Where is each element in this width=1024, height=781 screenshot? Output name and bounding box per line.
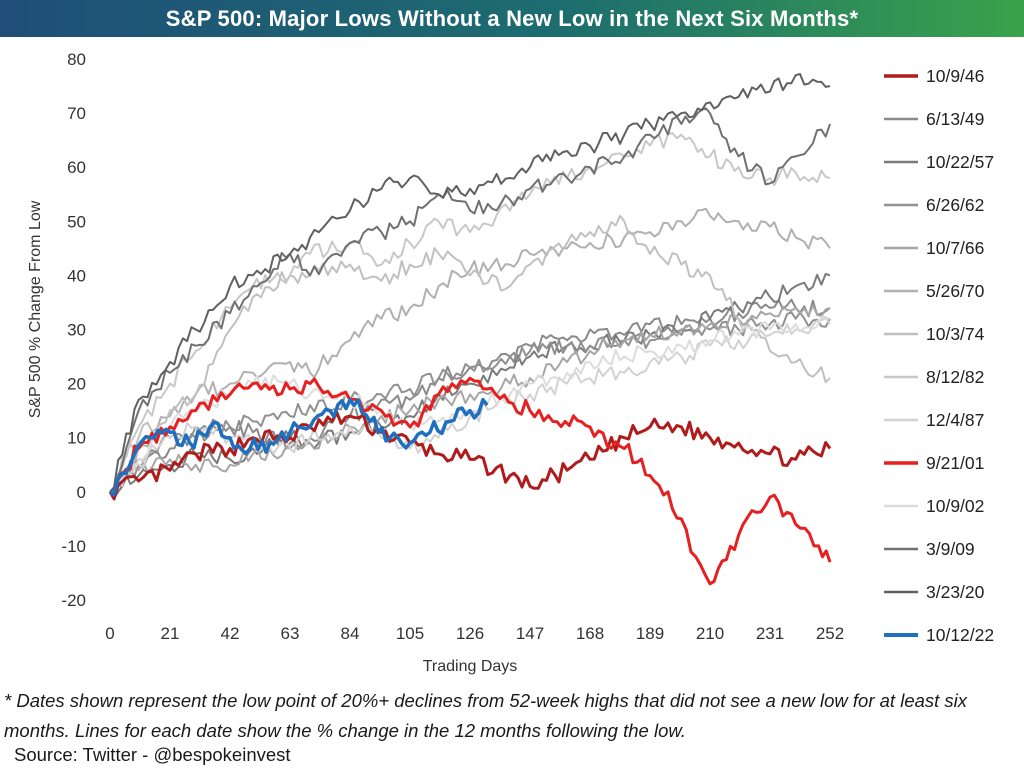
series-lines [108,73,832,586]
y-tick-label: 80 [67,50,86,69]
legend-label: 9/21/01 [926,453,984,473]
line-chart: -20 -10 0 10 20 30 40 50 60 70 80 0 21 42 63 84 105 126 1… [27,50,994,675]
footnote: * Dates shown represent the low point of… [4,690,968,741]
legend-label: 10/3/74 [926,324,985,344]
series-line-3-23-20 [109,73,831,493]
series-line-3-9-09 [109,107,831,493]
series-line-10-9-46 [108,410,832,501]
series-line-10-3-74 [109,214,831,494]
legend-label: 12/4/87 [926,410,984,430]
x-tick-label: 189 [636,624,664,643]
series-line-10-12-22 [108,397,489,497]
series-line-5-26-70 [109,207,831,496]
legend-label: 10/7/66 [926,238,984,258]
x-axis-title: Trading Days [423,658,518,675]
legend-label: 5/26/70 [926,281,985,301]
x-tick-label: 147 [516,624,544,643]
legend-label: 10/22/57 [926,152,994,172]
x-tick-label: 21 [161,624,180,643]
x-tick-label: 0 [105,624,114,643]
x-tick-label: 126 [456,624,484,643]
y-tick-label: 70 [67,104,86,123]
series-line-10-7-66 [109,304,831,499]
series-line-9-21-01 [109,376,832,586]
x-tick-label: 231 [756,624,784,643]
x-tick-label: 42 [221,624,240,643]
legend-label: 10/9/46 [926,66,984,86]
y-tick-label: 40 [67,266,86,285]
x-tick-label: 252 [816,624,844,643]
x-axis-ticks: 0 21 42 63 84 105 126 147 168 189 210 231 252 [105,624,844,643]
y-tick-label: 20 [67,375,86,394]
x-tick-label: 105 [396,624,424,643]
chart-title: S&P 500: Major Lows Without a New Low in… [0,0,1024,37]
x-tick-label: 210 [696,624,724,643]
series-line-10-22-57 [109,272,831,500]
series-line-8-12-82 [109,132,831,493]
y-tick-label: -10 [61,537,86,556]
x-tick-label: 63 [281,624,300,643]
y-tick-label: 50 [67,212,86,231]
legend-label: 10/12/22 [926,625,994,645]
y-tick-label: 60 [67,158,86,177]
y-axis-ticks: -20 -10 0 10 20 30 40 50 60 70 80 [61,50,86,610]
legend-label: 8/12/82 [926,367,984,387]
legend-label: 3/9/09 [926,539,975,559]
legend-label: 10/9/02 [926,496,984,516]
source-credit: Source: Twitter - @bespokeinvest [14,744,291,765]
y-tick-label: -20 [61,591,86,610]
y-tick-label: 0 [77,483,86,502]
y-tick-label: 10 [67,429,86,448]
x-tick-label: 168 [576,624,604,643]
legend-label: 6/26/62 [926,195,984,215]
x-tick-label: 84 [341,624,360,643]
legend-label: 3/23/20 [926,582,985,602]
series-line-6-26-62 [109,311,831,497]
y-axis-title: S&P 500 % Change From Low [27,200,44,418]
y-tick-label: 30 [67,321,86,340]
series-line-10-9-02 [109,315,831,497]
legend: 10/9/46 6/13/49 10/22/57 6/26/62 10/7/66 5/26… [884,66,994,645]
legend-label: 6/13/49 [926,109,984,129]
